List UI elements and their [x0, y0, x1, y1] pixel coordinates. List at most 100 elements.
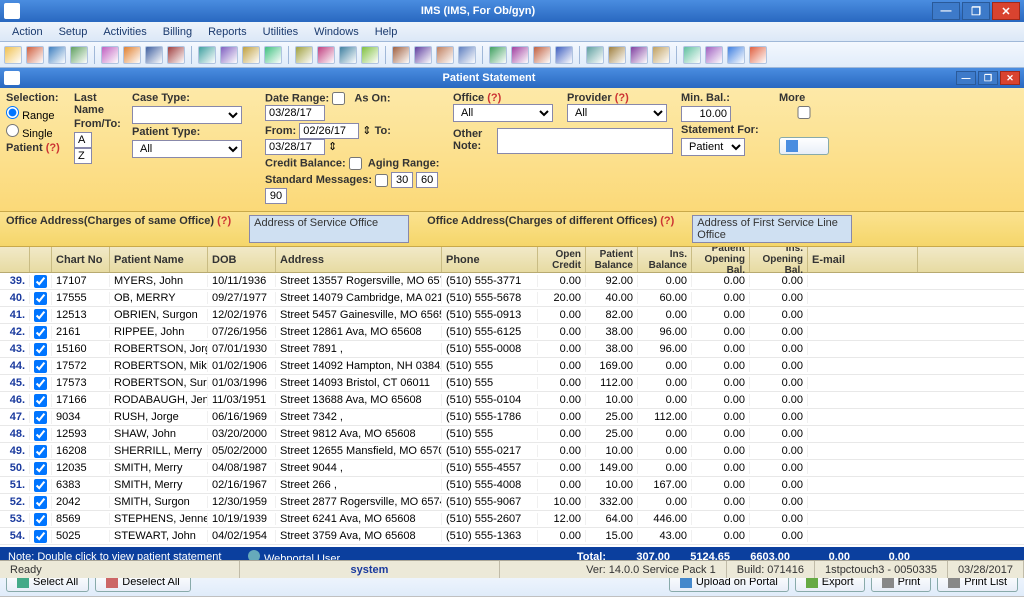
col-addr[interactable]: Address [276, 247, 442, 272]
menu-windows[interactable]: Windows [306, 24, 367, 40]
toolbar-icon-11[interactable] [264, 46, 282, 64]
toolbar-icon-19[interactable] [458, 46, 476, 64]
row-check[interactable] [34, 479, 47, 492]
toolbar-icon-29[interactable] [705, 46, 723, 64]
toolbar-icon-8[interactable] [198, 46, 216, 64]
more-check[interactable] [779, 106, 829, 119]
office-select[interactable]: All [453, 104, 553, 122]
col-ins-balance[interactable]: Ins. Balance [638, 247, 692, 272]
row-check[interactable] [34, 326, 47, 339]
from-letter-input[interactable] [74, 132, 92, 148]
to-letter-input[interactable] [74, 148, 92, 164]
table-row[interactable]: 46.17166RODABAUGH, Jennet11/03/1951Stree… [0, 392, 1024, 409]
col-patient-opening[interactable]: Patient Opening Bal. [692, 247, 750, 272]
minimize-button[interactable]: — [932, 2, 960, 20]
toolbar-icon-15[interactable] [361, 46, 379, 64]
row-check[interactable] [34, 309, 47, 322]
table-row[interactable]: 47.9034RUSH, Jorge06/16/1969Street 7342 … [0, 409, 1024, 426]
table-row[interactable]: 39.17107MYERS, John10/11/1936Street 1355… [0, 273, 1024, 290]
menu-help[interactable]: Help [367, 24, 406, 40]
toolbar-icon-6[interactable] [145, 46, 163, 64]
col-dob[interactable]: DOB [208, 247, 276, 272]
office-diff-value[interactable]: Address of First Service Line Office [692, 215, 852, 243]
table-row[interactable]: 41.12513OBRIEN, Surgon12/02/1976Street 5… [0, 307, 1024, 324]
toolbar-icon-17[interactable] [414, 46, 432, 64]
toolbar-icon-1[interactable] [26, 46, 44, 64]
table-row[interactable]: 51.6383SMITH, Merry02/16/1967Street 266 … [0, 477, 1024, 494]
row-check[interactable] [34, 445, 47, 458]
table-row[interactable]: 45.17573ROBERTSON, Surgon01/03/1996Stree… [0, 375, 1024, 392]
table-row[interactable]: 50.12035SMITH, Merry04/08/1987Street 904… [0, 460, 1024, 477]
sub-minimize-button[interactable]: — [956, 71, 976, 85]
toolbar-icon-7[interactable] [167, 46, 185, 64]
table-row[interactable]: 54.5025STEWART, John04/02/1954Street 375… [0, 528, 1024, 545]
table-row[interactable]: 48.12593SHAW, John03/20/2000Street 9812 … [0, 426, 1024, 443]
menu-utilities[interactable]: Utilities [255, 24, 306, 40]
table-row[interactable]: 40.17555OB, MERRY09/27/1977Street 14079 … [0, 290, 1024, 307]
toolbar-icon-2[interactable] [48, 46, 66, 64]
row-check[interactable] [34, 496, 47, 509]
table-row[interactable]: 52.2042SMITH, Surgon12/30/1959Street 287… [0, 494, 1024, 511]
toolbar-icon-21[interactable] [511, 46, 529, 64]
toolbar-icon-23[interactable] [555, 46, 573, 64]
table-row[interactable]: 49.16208SHERRILL, Merry05/02/2000Street … [0, 443, 1024, 460]
stdmsg-check[interactable] [375, 174, 388, 187]
toolbar-icon-9[interactable] [220, 46, 238, 64]
credit-check[interactable] [349, 157, 362, 170]
toolbar-icon-18[interactable] [436, 46, 454, 64]
aging60-input[interactable] [416, 172, 438, 188]
toolbar-icon-0[interactable] [4, 46, 22, 64]
row-check[interactable] [34, 394, 47, 407]
table-row[interactable]: 42.2161RIPPEE, John07/26/1956Street 1286… [0, 324, 1024, 341]
aging30-input[interactable] [391, 172, 413, 188]
minbal-input[interactable] [681, 106, 731, 122]
col-name[interactable]: Patient Name [110, 247, 208, 272]
row-check[interactable] [34, 462, 47, 475]
toolbar-icon-20[interactable] [489, 46, 507, 64]
toolbar-icon-3[interactable] [70, 46, 88, 64]
toolbar-icon-27[interactable] [652, 46, 670, 64]
col-email[interactable]: E-mail [808, 247, 918, 272]
row-check[interactable] [34, 292, 47, 305]
toolbar-icon-13[interactable] [317, 46, 335, 64]
menu-reports[interactable]: Reports [200, 24, 255, 40]
othernote-input[interactable] [497, 128, 673, 154]
toolbar-icon-28[interactable] [683, 46, 701, 64]
sub-maximize-button[interactable]: ❐ [978, 71, 998, 85]
col-open-credit[interactable]: Open Credit [538, 247, 586, 272]
menu-setup[interactable]: Setup [51, 24, 96, 40]
menu-action[interactable]: Action [4, 24, 51, 40]
folder-button[interactable] [779, 137, 829, 155]
toolbar-icon-22[interactable] [533, 46, 551, 64]
daterange-check[interactable] [332, 92, 345, 105]
close-button[interactable]: ✕ [992, 2, 1020, 20]
grid-body[interactable]: 39.17107MYERS, John10/11/1936Street 1355… [0, 273, 1024, 547]
toolbar-icon-30[interactable] [727, 46, 745, 64]
menu-billing[interactable]: Billing [155, 24, 200, 40]
col-patient-balance[interactable]: Patient Balance [586, 247, 638, 272]
col-phone[interactable]: Phone [442, 247, 538, 272]
row-check[interactable] [34, 377, 47, 390]
toolbar-icon-26[interactable] [630, 46, 648, 64]
row-check[interactable] [34, 428, 47, 441]
to-date-input[interactable] [265, 139, 325, 155]
toolbar-icon-10[interactable] [242, 46, 260, 64]
menu-activities[interactable]: Activities [95, 24, 154, 40]
maximize-button[interactable]: ❐ [962, 2, 990, 20]
aging90-input[interactable] [265, 188, 287, 204]
row-check[interactable] [34, 513, 47, 526]
toolbar-icon-14[interactable] [339, 46, 357, 64]
toolbar-icon-12[interactable] [295, 46, 313, 64]
toolbar-icon-25[interactable] [608, 46, 626, 64]
col-chart[interactable]: Chart No [52, 247, 110, 272]
from-date-input[interactable] [299, 123, 359, 139]
row-check[interactable] [34, 275, 47, 288]
toolbar-icon-16[interactable] [392, 46, 410, 64]
row-check[interactable] [34, 530, 47, 543]
sub-close-button[interactable]: ✕ [1000, 71, 1020, 85]
provider-select[interactable]: All [567, 104, 667, 122]
single-radio[interactable] [6, 124, 19, 137]
row-check[interactable] [34, 411, 47, 424]
casetype-select[interactable] [132, 106, 242, 124]
row-check[interactable] [34, 343, 47, 356]
